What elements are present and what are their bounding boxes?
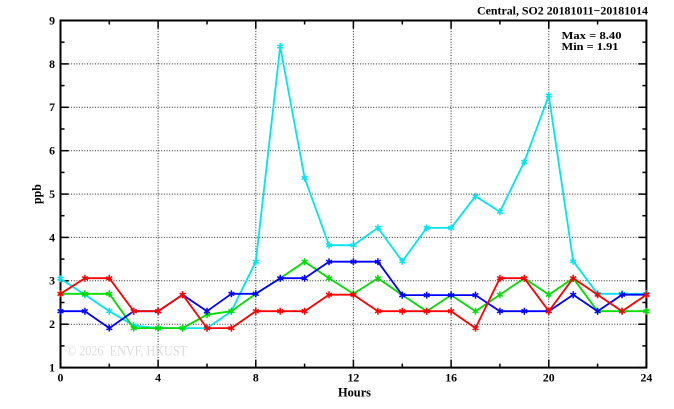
svg-text:1: 1 — [49, 361, 55, 375]
svg-text:24: 24 — [641, 371, 653, 385]
svg-text:20: 20 — [543, 371, 555, 385]
svg-text:5: 5 — [49, 187, 55, 201]
svg-text:16: 16 — [445, 371, 457, 385]
svg-text:Min = 1.91: Min = 1.91 — [562, 41, 619, 53]
svg-text:9: 9 — [49, 13, 55, 27]
svg-text:4: 4 — [155, 371, 161, 385]
svg-text:Central, SO2 20181011−20181014: Central, SO2 20181011−20181014 — [477, 3, 648, 17]
svg-text:6: 6 — [49, 144, 55, 158]
svg-text:8: 8 — [253, 371, 259, 385]
svg-text:7: 7 — [49, 100, 55, 114]
svg-text:© 2026 ENVF, HKUST: © 2026 ENVF, HKUST — [67, 344, 187, 360]
svg-text:4: 4 — [49, 230, 55, 244]
svg-text:Hours: Hours — [338, 386, 371, 400]
svg-text:12: 12 — [348, 371, 360, 385]
svg-text:Max = 8.40: Max = 8.40 — [562, 30, 622, 42]
svg-text:2: 2 — [49, 317, 55, 331]
svg-text:8: 8 — [49, 57, 55, 71]
svg-text:3: 3 — [49, 274, 55, 288]
svg-text:0: 0 — [58, 371, 64, 385]
svg-text:ppb: ppb — [30, 184, 44, 204]
